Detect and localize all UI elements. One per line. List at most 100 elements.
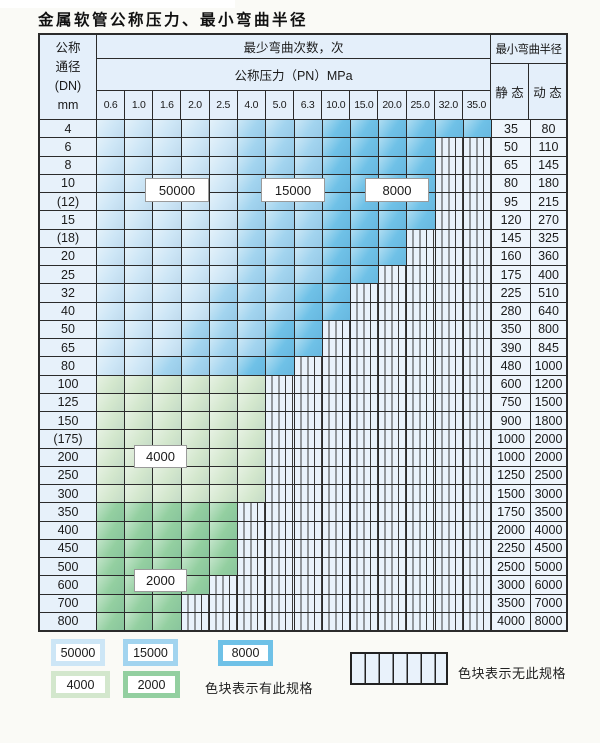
- spec-cell-available: [181, 320, 210, 338]
- static-radius-cell: 280: [491, 302, 530, 320]
- spec-cell-unavailable: [407, 521, 436, 539]
- spec-cell-available: [181, 558, 210, 576]
- spec-cell-available: [238, 284, 267, 302]
- spec-cell-unavailable: [238, 612, 267, 630]
- dynamic-radius-cell: 400: [530, 266, 566, 284]
- dn-cell: 350: [40, 503, 97, 521]
- static-radius-cell: 3000: [491, 576, 530, 594]
- spec-cell-available: [125, 594, 154, 612]
- spec-cell-unavailable: [407, 339, 436, 357]
- spec-cell-unavailable: [379, 375, 408, 393]
- spec-cell-unavailable: [435, 302, 464, 320]
- table-row: 150 900 1800: [40, 412, 566, 431]
- spec-cell-unavailable: [407, 448, 436, 466]
- static-dynamic-header-row: 静 态 动 态: [491, 64, 566, 119]
- spec-cell-available: [125, 339, 154, 357]
- spec-cell-available: [238, 430, 267, 448]
- spec-cell-available: [181, 430, 210, 448]
- spec-cell-available: [407, 211, 436, 229]
- spec-cell-unavailable: [294, 594, 323, 612]
- spec-cell-available: [209, 375, 239, 393]
- spec-cell-unavailable: [379, 393, 408, 411]
- spec-cell-unavailable: [266, 375, 295, 393]
- spec-cell-available: [238, 393, 267, 411]
- spec-cell-unavailable: [294, 375, 323, 393]
- spec-cell-available: [209, 393, 239, 411]
- spec-cell-available: [238, 247, 267, 265]
- spec-cell-unavailable: [463, 229, 492, 247]
- spec-cell-available: [209, 284, 239, 302]
- dynamic-radius-cell: 3500: [530, 503, 566, 521]
- spec-cell-unavailable: [463, 320, 492, 338]
- spec-cell-available: [238, 412, 267, 430]
- spec-cell-unavailable: [322, 466, 351, 484]
- spec-cell-unavailable: [266, 485, 295, 503]
- spec-cell-available: [322, 193, 351, 211]
- static-radius-cell: 1500: [491, 485, 530, 503]
- spec-cell-available: [238, 120, 267, 138]
- dynamic-radius-cell: 145: [530, 156, 566, 174]
- spec-cell-available: [181, 120, 210, 138]
- spec-cell-unavailable: [407, 612, 436, 630]
- spec-cell-available: [153, 156, 182, 174]
- min-bend-radius-header: 最小弯曲半径: [491, 35, 566, 64]
- spec-cell-unavailable: [350, 612, 380, 630]
- legend-chip-15000: 15000: [123, 639, 178, 666]
- spec-cell-unavailable: [435, 357, 464, 375]
- table-row: 25 175 400: [40, 266, 566, 285]
- spec-cell-unavailable: [463, 521, 492, 539]
- spec-cell-available: [97, 594, 126, 612]
- spec-cell-available: [125, 211, 154, 229]
- dn-cell: 10: [40, 174, 97, 192]
- spec-cell-unavailable: [350, 320, 380, 338]
- dynamic-radius-cell: 2000: [530, 430, 566, 448]
- spec-cell-available: [238, 357, 267, 375]
- pressure-tick: 1.6: [153, 91, 182, 119]
- spec-cell-unavailable: [435, 558, 464, 576]
- spec-cell-unavailable: [463, 284, 492, 302]
- dn-cell: 100: [40, 375, 97, 393]
- static-radius-cell: 1250: [491, 466, 530, 484]
- spec-cell-unavailable: [407, 412, 436, 430]
- cycle-count-label: 15000: [261, 178, 325, 202]
- spec-cell-available: [181, 485, 210, 503]
- legend-has-spec-text: 色块表示有此规格: [205, 681, 314, 696]
- spec-cell-unavailable: [379, 320, 408, 338]
- spec-cell-unavailable: [294, 539, 323, 557]
- spec-cell-unavailable: [379, 339, 408, 357]
- spec-cell-available: [153, 430, 182, 448]
- spec-cell-unavailable: [294, 612, 323, 630]
- spec-cell-unavailable: [266, 558, 295, 576]
- spec-cell-unavailable: [463, 174, 492, 192]
- spec-cell-unavailable: [266, 448, 295, 466]
- spec-cell-available: [181, 576, 210, 594]
- spec-cell-available: [209, 138, 239, 156]
- dn-cell: 250: [40, 466, 97, 484]
- table-row: 300 1500 3000: [40, 485, 566, 504]
- spec-cell-available: [125, 138, 154, 156]
- spec-cell-unavailable: [407, 466, 436, 484]
- spec-cell-available: [238, 211, 267, 229]
- spec-cell-available: [294, 320, 323, 338]
- spec-cell-available: [125, 466, 154, 484]
- spec-cell-available: [294, 247, 323, 265]
- spec-cell-available: [153, 229, 182, 247]
- cycle-count-label: 50000: [145, 178, 209, 202]
- static-radius-cell: 600: [491, 375, 530, 393]
- dn-cell: 15: [40, 211, 97, 229]
- pressure-tick: 2.5: [210, 91, 238, 119]
- spec-cell-available: [322, 266, 351, 284]
- dn-cell: 40: [40, 302, 97, 320]
- spec-cells: [97, 339, 492, 357]
- spec-cell-available: [97, 339, 126, 357]
- spec-cell-available: [209, 320, 239, 338]
- spec-cell-unavailable: [435, 539, 464, 557]
- spec-cell-available: [153, 503, 182, 521]
- spec-cell-unavailable: [350, 375, 380, 393]
- table-row: 600 3000 6000: [40, 576, 566, 595]
- spec-cell-available: [125, 120, 154, 138]
- table-row: 250 1250 2500: [40, 466, 566, 485]
- spec-cell-available: [238, 138, 267, 156]
- legend-chip-label: 2000: [128, 676, 175, 693]
- spec-cell-available: [181, 539, 210, 557]
